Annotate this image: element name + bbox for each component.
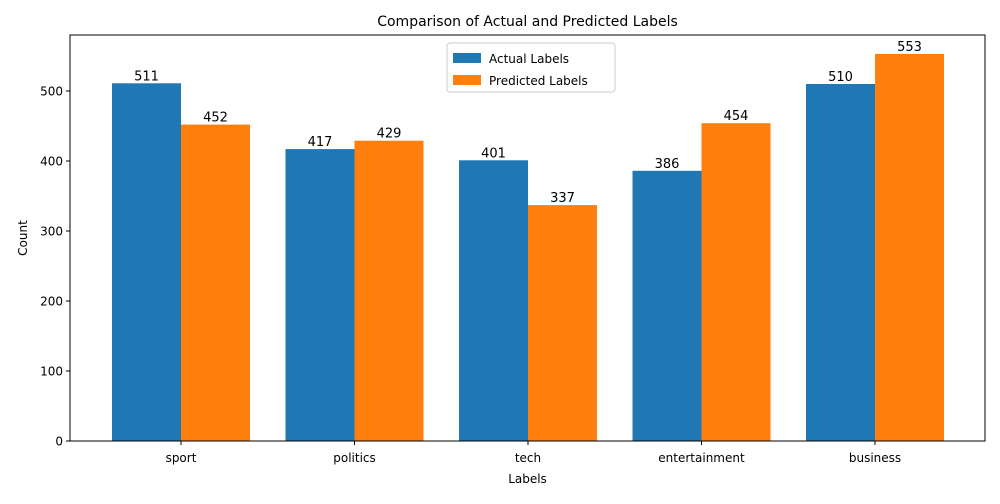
legend-box bbox=[446, 42, 616, 93]
y-tick-label-300: 300 bbox=[40, 225, 63, 239]
bar-predicted-business bbox=[875, 53, 944, 442]
x-tick-label-sport: sport bbox=[166, 451, 197, 465]
plot-frame bbox=[69, 34, 986, 442]
y-tick-label-200: 200 bbox=[40, 295, 63, 309]
data-label-predicted-business: 553 bbox=[897, 40, 922, 55]
bars-layer bbox=[112, 53, 944, 442]
y-axis-label: Count bbox=[16, 220, 30, 256]
legend: Actual Labels Predicted Labels bbox=[446, 42, 616, 93]
data-label-predicted-politics: 429 bbox=[377, 127, 402, 142]
data-label-actual-tech: 401 bbox=[481, 146, 506, 161]
data-label-actual-politics: 417 bbox=[308, 135, 333, 150]
bar-actual-business bbox=[806, 84, 875, 441]
y-tick-label-500: 500 bbox=[40, 85, 63, 99]
x-tick-label-entertainment: entertainment bbox=[658, 451, 745, 465]
legend-label-predicted: Predicted Labels bbox=[489, 74, 588, 88]
data-label-actual-entertainment: 386 bbox=[655, 157, 680, 172]
bar-actual-tech bbox=[459, 160, 528, 442]
x-axis-label: Labels bbox=[508, 472, 547, 486]
data-label-predicted-entertainment: 454 bbox=[724, 109, 749, 124]
legend-swatch-actual bbox=[453, 53, 481, 63]
legend-swatch-predicted bbox=[453, 75, 481, 85]
y-axis: 0 100 200 300 400 500 bbox=[40, 85, 70, 449]
chart-title: Comparison of Actual and Predicted Label… bbox=[377, 14, 678, 30]
x-tick-label-business: business bbox=[849, 451, 901, 465]
data-label-predicted-sport: 452 bbox=[203, 111, 228, 126]
legend-label-actual: Actual Labels bbox=[489, 52, 569, 66]
bar-predicted-politics bbox=[354, 140, 424, 441]
y-tick-label-400: 400 bbox=[40, 155, 63, 169]
y-tick-label-100: 100 bbox=[40, 365, 63, 379]
x-axis: sport politics tech entertainment business bbox=[166, 441, 901, 465]
x-tick-label-politics: politics bbox=[333, 451, 376, 465]
data-label-actual-business: 510 bbox=[828, 70, 853, 85]
bar-actual-sport bbox=[112, 83, 181, 442]
data-labels-layer: 511 452 417 429 401 337 386 454 510 553 bbox=[134, 40, 922, 206]
bar-actual-entertainment bbox=[632, 170, 702, 442]
y-tick-label-0: 0 bbox=[55, 435, 63, 449]
bar-predicted-entertainment bbox=[701, 123, 771, 441]
data-label-predicted-tech: 337 bbox=[550, 191, 575, 206]
x-tick-label-tech: tech bbox=[515, 451, 541, 465]
bar-predicted-sport bbox=[181, 124, 250, 441]
bar-actual-politics bbox=[285, 149, 355, 441]
data-label-actual-sport: 511 bbox=[134, 69, 159, 84]
bar-predicted-tech bbox=[528, 205, 597, 441]
